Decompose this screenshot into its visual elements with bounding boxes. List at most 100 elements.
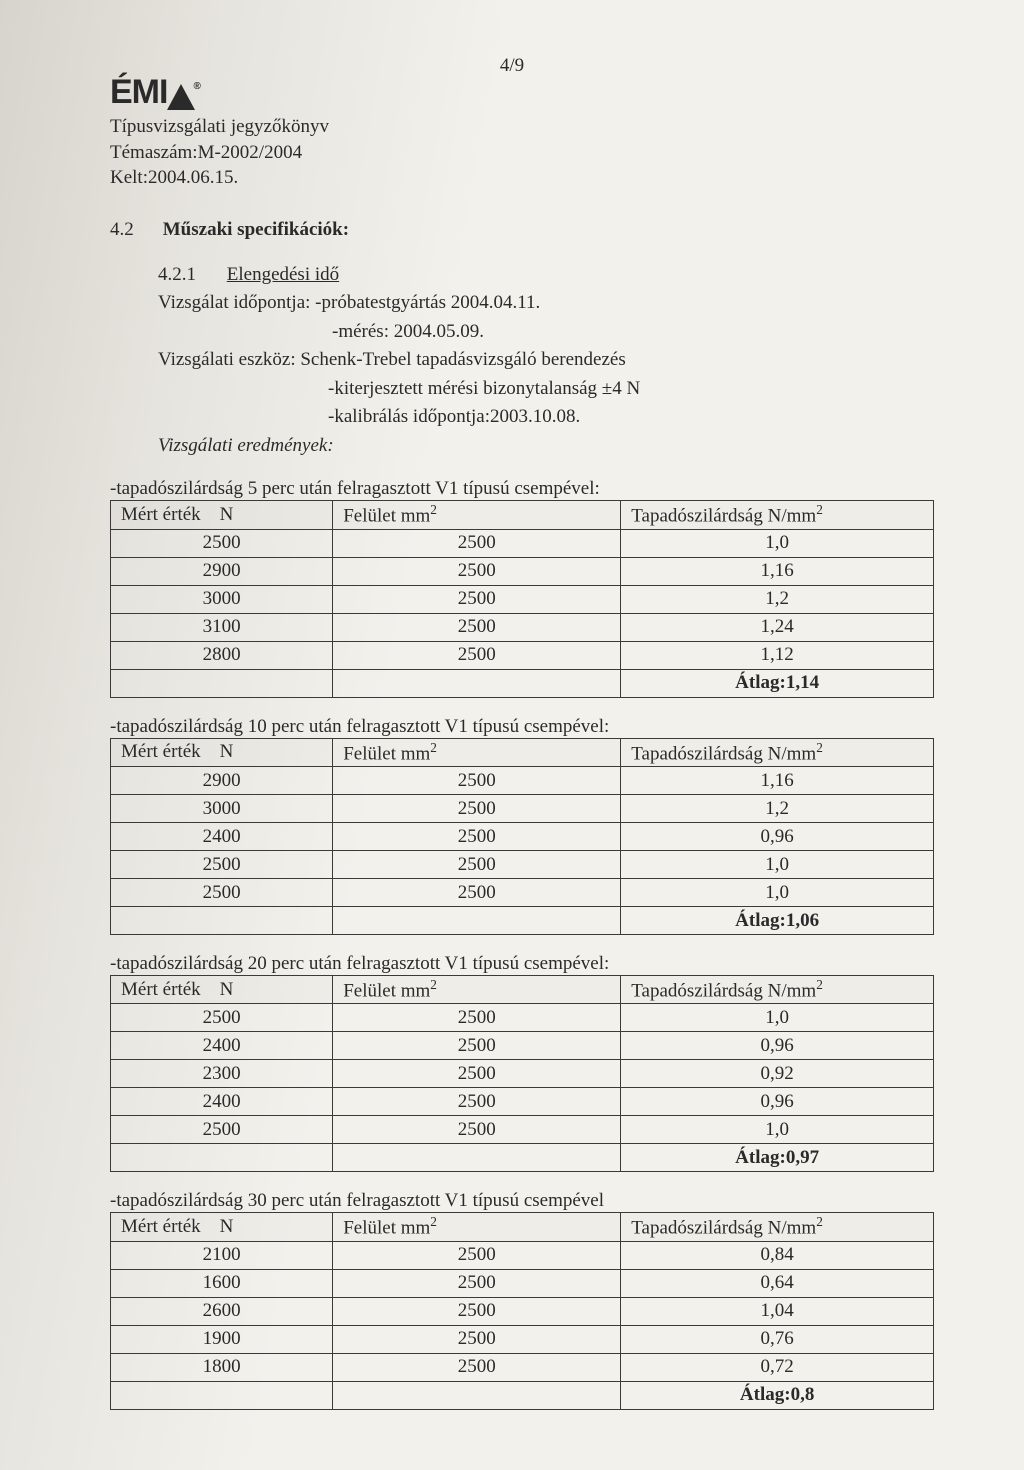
subsection-heading: 4.2.1 Elengedési idő (158, 261, 934, 290)
table-row: 240025000,96 (111, 1088, 934, 1116)
cell-measured: 1600 (111, 1269, 333, 1297)
results-label: Vizsgálati eredmények: (158, 432, 934, 461)
col-header: Felület mm2 (333, 501, 621, 529)
cell-adhesion: 0,84 (621, 1241, 934, 1269)
cell-measured: 2400 (111, 823, 333, 851)
body-line: -kiterjesztett mérési bizonytalanság ±4 … (158, 375, 934, 404)
col-header: Tapadószilárdság N/mm2 (621, 501, 934, 529)
cell-surface: 2500 (333, 529, 621, 557)
table-row: 250025001,0 (111, 529, 934, 557)
cell-measured: 1900 (111, 1325, 333, 1353)
table-header-row: Mért érték NFelület mm2Tapadószilárdság … (111, 1213, 934, 1241)
cell-empty (333, 669, 621, 697)
cell-measured: 3000 (111, 795, 333, 823)
body-line: -mérés: 2004.05.09. (158, 318, 934, 347)
cell-surface: 2500 (333, 767, 621, 795)
cell-adhesion: 0,72 (621, 1353, 934, 1381)
cell-surface: 2500 (333, 1325, 621, 1353)
cell-measured: 3100 (111, 613, 333, 641)
cell-surface: 2500 (333, 1116, 621, 1144)
cell-empty (111, 669, 333, 697)
page-number: 4/9 (500, 55, 524, 77)
table-row: 160025000,64 (111, 1269, 934, 1297)
col-header: Tapadószilárdság N/mm2 (621, 976, 934, 1004)
section-number: 4.2 (110, 219, 158, 241)
cell-surface: 2500 (333, 641, 621, 669)
section-heading: 4.2 Műszaki specifikációk: (110, 219, 934, 241)
col-header: Felület mm2 (333, 738, 621, 766)
col-header: Mért érték N (111, 738, 333, 766)
cell-adhesion: 1,0 (621, 1116, 934, 1144)
cell-surface: 2500 (333, 1353, 621, 1381)
table-row: 250025001,0 (111, 1004, 934, 1032)
cell-empty (333, 1381, 621, 1409)
col-header: Felület mm2 (333, 976, 621, 1004)
cell-surface: 2500 (333, 585, 621, 613)
table-row: 300025001,2 (111, 795, 934, 823)
table-row: 300025001,2 (111, 585, 934, 613)
col-header: Mért érték N (111, 1213, 333, 1241)
cell-average: Átlag:0,8 (621, 1381, 934, 1409)
table-row: 210025000,84 (111, 1241, 934, 1269)
data-table: Mért érték NFelület mm2Tapadószilárdság … (110, 1212, 934, 1409)
table-avg-row: Átlag:0,97 (111, 1144, 934, 1172)
cell-surface: 2500 (333, 1269, 621, 1297)
cell-adhesion: 1,0 (621, 529, 934, 557)
table-row: 280025001,12 (111, 641, 934, 669)
cell-empty (111, 907, 333, 935)
col-header: Tapadószilárdság N/mm2 (621, 738, 934, 766)
cell-measured: 2100 (111, 1241, 333, 1269)
header-line-3: Kelt:2004.06.15. (110, 165, 934, 191)
cell-surface: 2500 (333, 1297, 621, 1325)
cell-adhesion: 1,16 (621, 557, 934, 585)
table-avg-row: Átlag:1,14 (111, 669, 934, 697)
cell-adhesion: 1,0 (621, 1004, 934, 1032)
table-row: 310025001,24 (111, 613, 934, 641)
cell-adhesion: 0,64 (621, 1269, 934, 1297)
table-row: 230025000,92 (111, 1060, 934, 1088)
cell-measured: 1800 (111, 1353, 333, 1381)
body-line: Vizsgálat időpontja: -próbatestgyártás 2… (158, 289, 934, 318)
cell-adhesion: 0,96 (621, 823, 934, 851)
table-caption: -tapadószilárdság 20 perc után felragasz… (110, 953, 934, 975)
table-row: 260025001,04 (111, 1297, 934, 1325)
cell-average: Átlag:0,97 (621, 1144, 934, 1172)
cell-surface: 2500 (333, 823, 621, 851)
subsection-title: Elengedési idő (227, 264, 339, 285)
cell-adhesion: 1,12 (621, 641, 934, 669)
cell-adhesion: 0,96 (621, 1088, 934, 1116)
table-row: 190025000,76 (111, 1325, 934, 1353)
cell-measured: 2900 (111, 557, 333, 585)
logo-reg-mark: ® (193, 81, 199, 92)
col-header: Mért érték N (111, 501, 333, 529)
table-header-row: Mért érték NFelület mm2Tapadószilárdság … (111, 976, 934, 1004)
cell-surface: 2500 (333, 851, 621, 879)
body-line: Vizsgálati eszköz: Schenk-Trebel tapadás… (158, 346, 934, 375)
cell-surface: 2500 (333, 1088, 621, 1116)
cell-empty (333, 907, 621, 935)
document-page: 4/9 ÉMI ® Típusvizsgálati jegyzőkönyv Té… (0, 0, 1024, 1470)
cell-measured: 2900 (111, 767, 333, 795)
cell-measured: 2500 (111, 851, 333, 879)
col-header: Tapadószilárdság N/mm2 (621, 1213, 934, 1241)
cell-surface: 2500 (333, 879, 621, 907)
table-avg-row: Átlag:1,06 (111, 907, 934, 935)
header-line-2: Témaszám:M-2002/2004 (110, 140, 934, 166)
cell-measured: 2400 (111, 1088, 333, 1116)
table-caption: -tapadószilárdság 5 perc után felragaszt… (110, 478, 934, 500)
col-header: Felület mm2 (333, 1213, 621, 1241)
cell-measured: 2800 (111, 641, 333, 669)
subsection-body: Vizsgálat időpontja: -próbatestgyártás 2… (158, 289, 934, 460)
table-row: 240025000,96 (111, 1032, 934, 1060)
cell-adhesion: 1,04 (621, 1297, 934, 1325)
cell-adhesion: 1,24 (621, 613, 934, 641)
cell-surface: 2500 (333, 557, 621, 585)
cell-adhesion: 1,0 (621, 851, 934, 879)
cell-adhesion: 1,16 (621, 767, 934, 795)
tables-container: -tapadószilárdság 5 perc után felragaszt… (110, 478, 934, 1409)
header-block: Típusvizsgálati jegyzőkönyv Témaszám:M-2… (110, 114, 934, 191)
body-line: -kalibrálás időpontja:2003.10.08. (158, 403, 934, 432)
logo-triangle-icon (167, 84, 195, 110)
table-row: 290025001,16 (111, 767, 934, 795)
table-row: 250025001,0 (111, 879, 934, 907)
